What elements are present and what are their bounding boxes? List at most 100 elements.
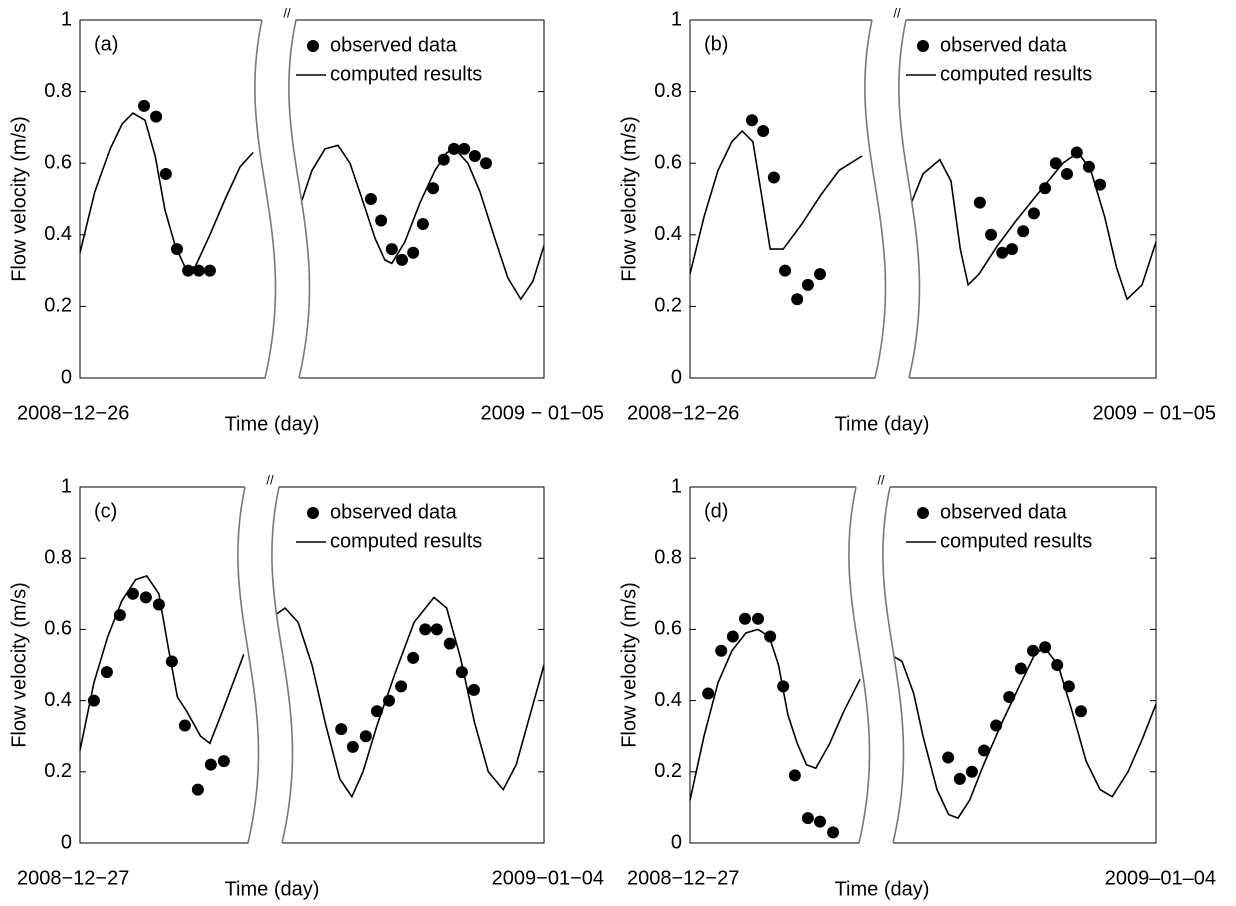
observed-point [152, 598, 165, 611]
axis-break-edge [288, 19, 311, 379]
observed-point [978, 744, 991, 757]
y-tick-label: 1 [61, 8, 72, 30]
observed-point [217, 755, 230, 768]
observed-point [953, 772, 966, 785]
axes-frame [79, 19, 545, 379]
observed-point [467, 683, 480, 696]
axis-break-edge [237, 486, 260, 844]
axis-break-edge [898, 19, 921, 379]
observed-point [159, 167, 172, 180]
observed-point [395, 680, 408, 693]
observed-point [965, 765, 978, 778]
x-tick-label: 2008−12−26 [627, 402, 739, 424]
observed-point [443, 637, 456, 650]
observed-point [1006, 243, 1019, 256]
x-axis-label: Time (day) [225, 413, 320, 435]
observed-point [138, 99, 151, 112]
y-tick-label: 0.4 [44, 223, 72, 245]
panel-label: (a) [94, 33, 118, 55]
axes-frame [689, 486, 1157, 844]
y-tick-label: 1 [671, 475, 682, 497]
axis-break-edge [864, 19, 887, 379]
legend-label: computed results [940, 530, 1092, 552]
observed-point [702, 687, 715, 700]
observed-point [1060, 167, 1073, 180]
x-tick-label: 2008−12−27 [627, 867, 739, 889]
panel-label: (b) [704, 33, 728, 55]
y-tick-label: 1 [61, 475, 72, 497]
observed-point [752, 612, 765, 625]
axis-break-mark: // [893, 5, 901, 20]
axis-break-edge [271, 486, 294, 844]
y-tick-label: 0 [671, 831, 682, 853]
panel-label: (d) [704, 500, 728, 522]
observed-point [370, 705, 383, 718]
axis-break-mark: // [266, 472, 274, 487]
observed-point [375, 214, 388, 227]
axis-break [864, 18, 920, 380]
observed-point [126, 587, 139, 600]
x-tick-label: 2009−01−04 [492, 867, 604, 889]
axis-break-edge [882, 486, 905, 844]
observed-point [1094, 178, 1107, 191]
observed-point [814, 815, 827, 828]
y-tick-label: 0.6 [654, 151, 682, 173]
observed-point [1017, 225, 1030, 238]
observed-point [468, 150, 481, 163]
observed-point [419, 623, 432, 636]
observed-point [396, 253, 409, 266]
observed-point [407, 651, 420, 664]
y-tick-label: 0 [61, 831, 72, 853]
y-tick-label: 0.6 [44, 618, 72, 640]
observed-point [1027, 207, 1040, 220]
observed-point [801, 278, 814, 291]
legend-marker [917, 507, 929, 519]
observed-point [139, 591, 152, 604]
observed-point [801, 812, 814, 825]
computed-line [689, 129, 1157, 301]
observed-point [1039, 182, 1052, 195]
observed-point [191, 783, 204, 796]
observed-point [203, 264, 216, 277]
computed-line [79, 112, 545, 301]
axis-break [254, 18, 310, 380]
observed-point [458, 142, 471, 155]
y-tick-label: 0.2 [654, 760, 682, 782]
y-axis-label: Flow velocity (m/s) [8, 116, 30, 282]
y-tick-label: 0.8 [654, 546, 682, 568]
y-tick-label: 0 [671, 366, 682, 388]
y-tick-label: 1 [671, 8, 682, 30]
observed-point [359, 730, 372, 743]
legend-label: observed data [940, 501, 1068, 523]
observed-point [726, 630, 739, 643]
observed-point [1049, 157, 1062, 170]
y-tick-label: 0.2 [44, 760, 72, 782]
observed-point [814, 268, 827, 281]
y-tick-label: 0.4 [654, 689, 682, 711]
axis-break-mark: // [877, 472, 885, 487]
panel-label: (c) [94, 500, 117, 522]
y-tick-label: 0.6 [44, 151, 72, 173]
y-tick-label: 0.8 [44, 546, 72, 568]
observed-point [100, 666, 113, 679]
legend-label: observed data [330, 501, 458, 523]
observed-point [738, 612, 751, 625]
observed-point [480, 157, 492, 170]
x-tick-label: 2009 − 01−05 [1093, 402, 1216, 424]
observed-point [1026, 644, 1039, 657]
x-tick-label: 2008−12−27 [17, 867, 129, 889]
axis-break [237, 485, 293, 845]
x-axis-label: Time (day) [835, 878, 930, 900]
observed-point [335, 723, 348, 736]
legend-label: observed data [330, 34, 458, 56]
legend-marker [307, 40, 319, 52]
observed-point [973, 196, 986, 209]
observed-point [745, 114, 758, 127]
observed-point [204, 758, 217, 771]
y-tick-label: 0.6 [654, 618, 682, 640]
y-tick-label: 0 [61, 366, 72, 388]
observed-point [150, 110, 163, 123]
axes-frame [689, 19, 1157, 379]
x-axis-label: Time (day) [225, 878, 320, 900]
y-axis-label: Flow velocity (m/s) [618, 582, 640, 748]
